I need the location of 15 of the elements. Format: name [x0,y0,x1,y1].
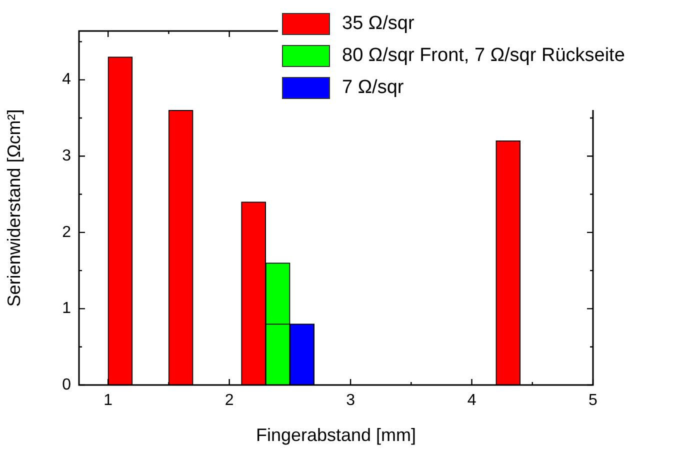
legend-label: 80 Ω/sqr Front, 7 Ω/sqr Rückseite [342,45,625,67]
x-tick-label: 3 [346,392,356,410]
legend-label: 7 Ω/sqr [342,77,404,99]
x-tick-label: 4 [467,392,476,410]
x-tick-label: 2 [224,392,234,410]
y-tick-label: 4 [62,71,72,88]
y-tick-label: 3 [62,148,72,165]
y-tick-label: 2 [62,224,72,241]
x-tick-label: 1 [104,392,113,410]
y-tick-label: 1 [62,300,72,318]
legend-label: 35 Ω/sqr [342,13,414,35]
x-axis-title: Fingerabstand [mm] [256,425,416,446]
x-tick-label: 5 [588,392,598,410]
y-axis-title: Serienwiderstand [Ωcm²] [4,109,24,307]
y-tick-label: 0 [62,376,72,394]
